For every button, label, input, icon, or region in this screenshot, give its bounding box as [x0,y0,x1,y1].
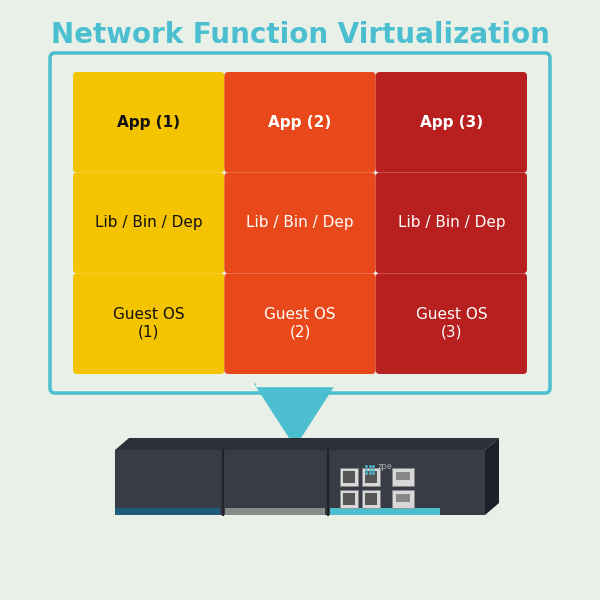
Bar [343,493,355,505]
Bar [396,494,410,502]
Text: Network Function Virtualization: Network Function Virtualization [50,21,550,49]
Bar [340,468,358,486]
Bar [343,471,355,483]
Text: Guest OS
(3): Guest OS (3) [416,307,487,340]
FancyBboxPatch shape [73,173,224,274]
Text: App (2): App (2) [268,115,332,130]
Polygon shape [115,438,499,450]
FancyBboxPatch shape [73,274,224,374]
FancyBboxPatch shape [376,72,527,173]
Text: zpe: zpe [378,462,393,471]
Bar [256,381,334,386]
Bar [330,508,440,515]
Bar [396,472,410,480]
Bar [115,450,485,515]
Bar [362,468,380,486]
Bar [392,490,414,508]
Text: Guest OS
(1): Guest OS (1) [113,307,184,340]
Bar [362,490,380,508]
Text: Lib / Bin / Dep: Lib / Bin / Dep [95,215,202,230]
Polygon shape [255,384,335,446]
Bar [115,508,220,515]
FancyBboxPatch shape [224,274,376,374]
FancyBboxPatch shape [224,173,376,274]
Text: App (1): App (1) [117,115,180,130]
FancyBboxPatch shape [376,274,527,374]
Polygon shape [485,438,499,515]
Bar [340,490,358,508]
Text: Lib / Bin / Dep: Lib / Bin / Dep [246,215,354,230]
FancyBboxPatch shape [376,173,527,274]
Text: Lib / Bin / Dep: Lib / Bin / Dep [398,215,505,230]
Bar [392,468,414,486]
Text: Guest OS
(2): Guest OS (2) [264,307,336,340]
Text: App (3): App (3) [420,115,483,130]
FancyBboxPatch shape [73,72,224,173]
Bar [365,493,377,505]
FancyBboxPatch shape [224,72,376,173]
Bar [365,471,377,483]
Bar [225,508,325,515]
